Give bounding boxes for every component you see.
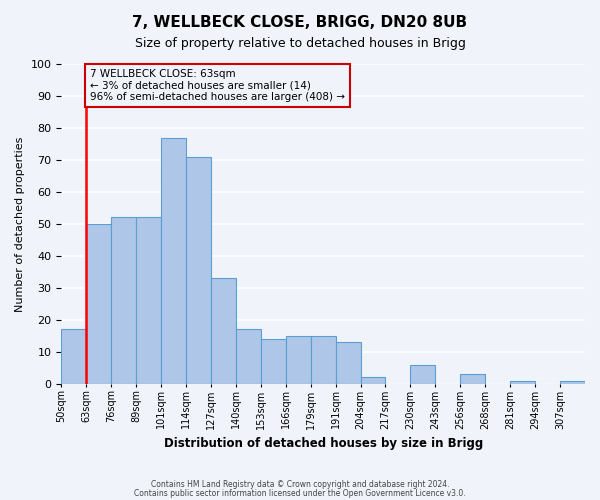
Bar	[560, 380, 585, 384]
Bar	[86, 224, 111, 384]
Bar	[111, 218, 136, 384]
Bar	[286, 336, 311, 384]
Bar	[311, 336, 335, 384]
Text: Size of property relative to detached houses in Brigg: Size of property relative to detached ho…	[134, 38, 466, 51]
Bar	[361, 378, 385, 384]
Bar	[186, 156, 211, 384]
Bar	[236, 330, 261, 384]
Bar	[261, 339, 286, 384]
Bar	[510, 380, 535, 384]
Text: Contains public sector information licensed under the Open Government Licence v3: Contains public sector information licen…	[134, 489, 466, 498]
Text: Contains HM Land Registry data © Crown copyright and database right 2024.: Contains HM Land Registry data © Crown c…	[151, 480, 449, 489]
X-axis label: Distribution of detached houses by size in Brigg: Distribution of detached houses by size …	[164, 437, 483, 450]
Bar	[335, 342, 361, 384]
Text: 7 WELLBECK CLOSE: 63sqm
← 3% of detached houses are smaller (14)
96% of semi-det: 7 WELLBECK CLOSE: 63sqm ← 3% of detached…	[90, 69, 345, 102]
Bar	[211, 278, 236, 384]
Bar	[161, 138, 186, 384]
Bar	[136, 218, 161, 384]
Bar	[410, 364, 436, 384]
Bar	[61, 330, 86, 384]
Text: 7, WELLBECK CLOSE, BRIGG, DN20 8UB: 7, WELLBECK CLOSE, BRIGG, DN20 8UB	[133, 15, 467, 30]
Y-axis label: Number of detached properties: Number of detached properties	[15, 136, 25, 312]
Bar	[460, 374, 485, 384]
